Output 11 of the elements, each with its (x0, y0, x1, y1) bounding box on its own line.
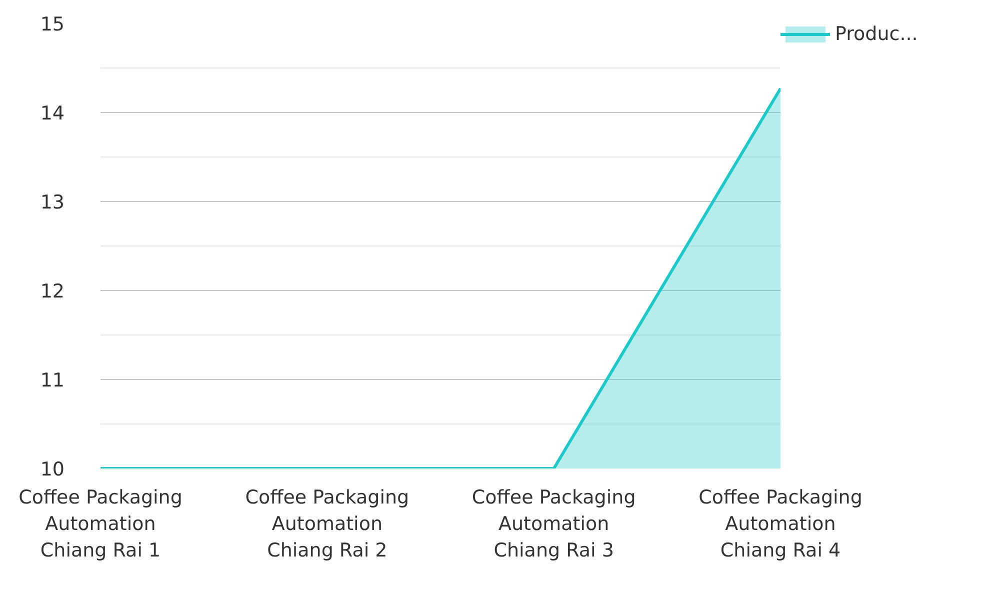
y-tick-label: 15 (40, 14, 65, 36)
legend-label: Produc... (835, 23, 918, 45)
y-tick-label: 12 (40, 280, 65, 302)
x-tick-label: Coffee Packaging Automation Chiang Rai 1 (18, 486, 182, 562)
y-tick-label: 14 (40, 102, 65, 124)
y-tick-label: 10 (40, 458, 65, 480)
y-tick-label: 13 (40, 192, 65, 214)
x-tick-label: Coffee Packaging Automation Chiang Rai 2 (245, 486, 410, 562)
y-tick-label: 11 (40, 370, 65, 392)
x-tick-label: Coffee Packaging Automation Chiang Rai 4 (698, 486, 862, 562)
x-tick-label: Coffee Packaging Automation Chiang Rai 3 (472, 486, 636, 562)
